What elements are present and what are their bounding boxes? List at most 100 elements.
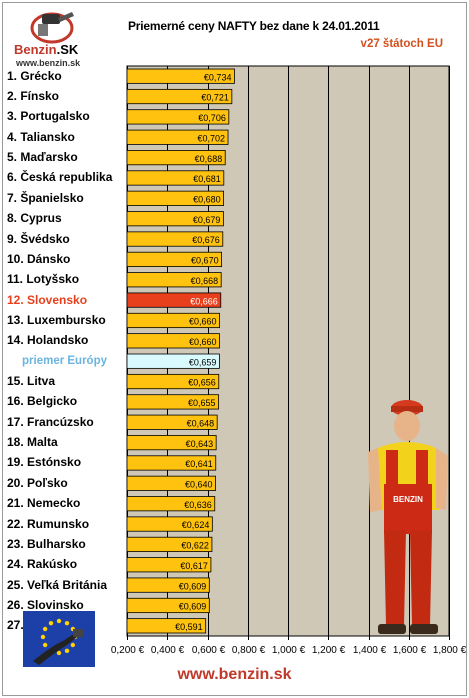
bar-value-label: €0,681 <box>193 174 221 184</box>
logo-brand-suffix: .SK <box>56 42 79 57</box>
bar-value-label: €0,668 <box>191 276 219 286</box>
category-label: 16. Belgicko <box>7 394 78 409</box>
category-label: 22. Rumunsko <box>7 516 90 531</box>
bar-value-label: €0,609 <box>179 602 207 612</box>
bar-value-label: €0,702 <box>197 133 225 143</box>
x-tick-label: 1,400 € <box>353 645 387 656</box>
x-tick-label: 1,200 € <box>312 645 346 656</box>
category-label: 17. Francúzsko <box>7 414 94 429</box>
bar <box>126 597 210 614</box>
bar <box>126 190 224 206</box>
x-tick-label: 0,200 € <box>111 645 145 656</box>
category-label: 14. Holandsko <box>7 333 89 348</box>
bar <box>126 170 225 186</box>
bar-value-label: €0,676 <box>192 235 220 245</box>
chart-title: Priemerné ceny NAFTY bez dane k 24.01.20… <box>128 19 380 33</box>
x-tick-label: 0,600 € <box>192 645 226 656</box>
bar <box>126 435 217 451</box>
bar <box>126 496 216 512</box>
category-label: 13. Luxembursko <box>7 312 106 327</box>
category-label: 24. Rakúsko <box>7 557 78 572</box>
bar <box>126 211 224 227</box>
bar-value-label: €0,721 <box>201 93 229 103</box>
bar <box>126 292 222 308</box>
bar-value-label: €0,670 <box>191 256 219 266</box>
category-label: 20. Poľsko <box>7 475 68 490</box>
bar <box>126 516 213 532</box>
fuel-nozzle-icon <box>30 12 74 44</box>
x-tick-label: 0,400 € <box>151 645 185 656</box>
bar-value-label: €0,660 <box>189 337 217 347</box>
category-label: 8. Cyprus <box>7 211 62 226</box>
bar <box>126 333 220 349</box>
logo-url: www.benzin.sk <box>16 58 81 68</box>
bar-value-label: €0,688 <box>195 154 223 164</box>
chart-subtitle: v27 štátoch EU <box>360 38 443 50</box>
bar <box>126 312 220 329</box>
bar <box>126 618 207 634</box>
logo-brand-name: Benzin <box>14 42 57 57</box>
bar <box>126 577 210 593</box>
bar-value-label: €0,624 <box>182 520 210 530</box>
pump-attendant-mascot: BENZIN <box>368 400 448 634</box>
category-label: 5. Maďarsko <box>7 150 78 165</box>
bar-value-label: €0,609 <box>179 581 207 591</box>
bar <box>126 129 229 145</box>
bar <box>126 251 222 267</box>
bar <box>126 557 212 573</box>
category-label: priemer Európy <box>22 354 107 367</box>
bar-value-label: €0,660 <box>189 317 217 327</box>
bar <box>126 373 220 390</box>
category-label: 23. Bulharsko <box>7 536 86 551</box>
bar <box>126 455 217 471</box>
bar-value-label: €0,617 <box>180 561 208 571</box>
category-label: 9. Švédsko <box>7 231 70 246</box>
logo-brand: Benzin.SK <box>14 42 78 57</box>
category-label: 7. Španielsko <box>7 190 84 205</box>
category-label: 4. Taliansko <box>7 129 75 144</box>
bar-value-label: €0,666 <box>190 296 218 306</box>
bar-value-label: €0,643 <box>186 439 214 449</box>
x-tick-label: 1,600 € <box>393 645 427 656</box>
bar-value-label: €0,641 <box>185 459 213 469</box>
bar <box>126 109 230 125</box>
category-label: 6. Česká republika <box>7 170 113 185</box>
bar-value-label: €0,648 <box>187 418 215 428</box>
benzin-logo: Benzin.SK www.benzin.sk <box>14 8 94 68</box>
bar-value-label: €0,680 <box>193 195 221 205</box>
bar <box>126 394 219 410</box>
bar <box>126 353 220 369</box>
bar-value-label: €0,734 <box>204 72 232 82</box>
category-label: 1. Grécko <box>7 68 62 83</box>
bar-value-label: €0,655 <box>188 398 216 408</box>
category-label: 19. Estónsko <box>7 455 82 470</box>
category-label: 18. Malta <box>7 435 58 450</box>
bar <box>126 272 222 288</box>
bar-value-label: €0,679 <box>193 215 221 225</box>
category-label: 10. Dánsko <box>7 251 71 266</box>
bar-value-label: €0,622 <box>181 541 209 551</box>
bar-value-label: €0,706 <box>198 113 226 123</box>
category-label: 21. Nemecko <box>7 496 81 511</box>
x-tick-label: 1,800 € <box>433 645 467 656</box>
x-tick-label: 0,800 € <box>232 645 266 656</box>
category-label: 2. Fínsko <box>7 89 60 104</box>
bar-value-label: €0,656 <box>188 378 216 388</box>
category-label: 12. Slovensko <box>7 292 88 307</box>
bar-value-label: €0,640 <box>185 480 213 490</box>
category-label: 11. Lotyšsko <box>7 272 80 287</box>
svg-text:BENZIN: BENZIN <box>393 495 423 504</box>
bar-value-label: €0,591 <box>175 622 203 632</box>
bar <box>126 88 233 105</box>
bar <box>126 414 218 430</box>
x-tick-label: 1,000 € <box>272 645 306 656</box>
category-label: 15. Litva <box>7 374 56 389</box>
bar <box>126 231 224 247</box>
bar <box>126 475 216 491</box>
category-label: 26. Slovinsko <box>7 597 84 612</box>
bar-value-label: €0,659 <box>189 357 217 367</box>
bar-value-label: €0,636 <box>184 500 212 510</box>
category-label: 25. Veľká Británia <box>7 577 108 592</box>
bar <box>126 536 213 552</box>
footer-url: www.benzin.sk <box>177 666 292 683</box>
